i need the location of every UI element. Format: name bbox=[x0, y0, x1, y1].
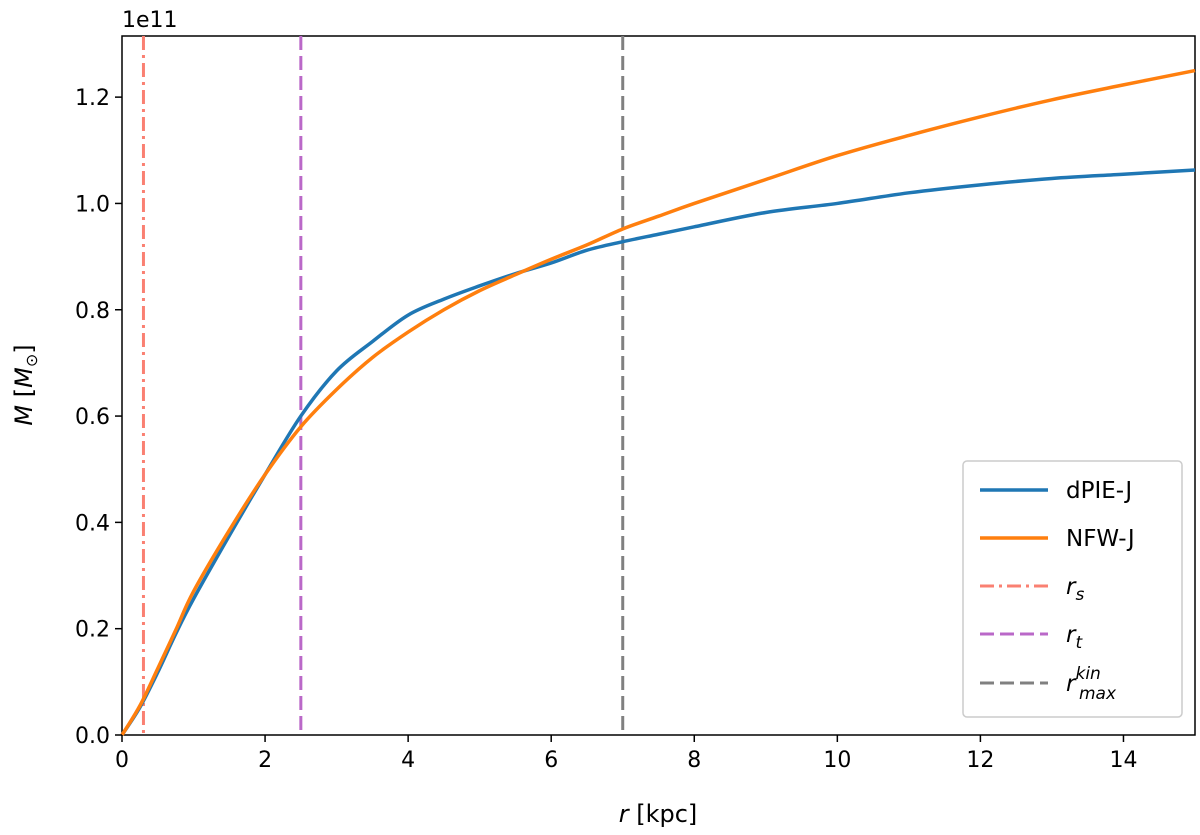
legend-box bbox=[962, 460, 1183, 718]
x-tick-label: 14 bbox=[1109, 748, 1137, 773]
reference-lines bbox=[141, 36, 625, 735]
x-axis-ticks: 0 2 4 6 8 10 12 14 bbox=[115, 735, 1137, 773]
y-axis-ticks: 0.0 0.2 0.4 0.6 0.8 1.0 1.2 bbox=[75, 86, 122, 749]
series-line-nfw-j bbox=[120, 68, 1196, 736]
x-tick-label: 12 bbox=[966, 748, 994, 773]
legend-label-nfw-j: NFW-J bbox=[1066, 526, 1135, 552]
series-lines bbox=[120, 68, 1196, 736]
series-line-dpie-j bbox=[120, 168, 1196, 736]
y-tick-label: 0.4 bbox=[75, 511, 110, 536]
x-tick-label: 0 bbox=[115, 748, 129, 773]
y-tick-label: 1.2 bbox=[75, 86, 110, 111]
y-offset-text: 1e11 bbox=[122, 8, 178, 33]
legend-label-r_max_kin: rkin max bbox=[1066, 664, 1117, 704]
legend-label-dpie-j: dPIE-J bbox=[1066, 478, 1132, 504]
y-tick-label: 0.6 bbox=[75, 405, 110, 430]
x-tick-label: 6 bbox=[544, 748, 558, 773]
y-tick-label: 0.0 bbox=[75, 724, 110, 749]
y-tick-label: 1.0 bbox=[75, 192, 110, 217]
legend: dPIE-J NFW-J rs rt rkin max bbox=[962, 460, 1183, 718]
legend-label-r_s: rs bbox=[1066, 574, 1084, 605]
x-tick-label: 10 bbox=[823, 748, 851, 773]
x-tick-label: 4 bbox=[401, 748, 415, 773]
legend-label-r_t: rt bbox=[1066, 622, 1083, 653]
x-tick-label: 8 bbox=[687, 748, 701, 773]
plot-area-frame bbox=[121, 35, 1196, 736]
y-tick-label: 0.8 bbox=[75, 299, 110, 324]
y-tick-label: 0.2 bbox=[75, 618, 110, 643]
y-axis-label: M [M⊙] bbox=[10, 344, 41, 425]
x-tick-label: 2 bbox=[258, 748, 272, 773]
x-axis-label: r [kpc] bbox=[619, 800, 698, 828]
